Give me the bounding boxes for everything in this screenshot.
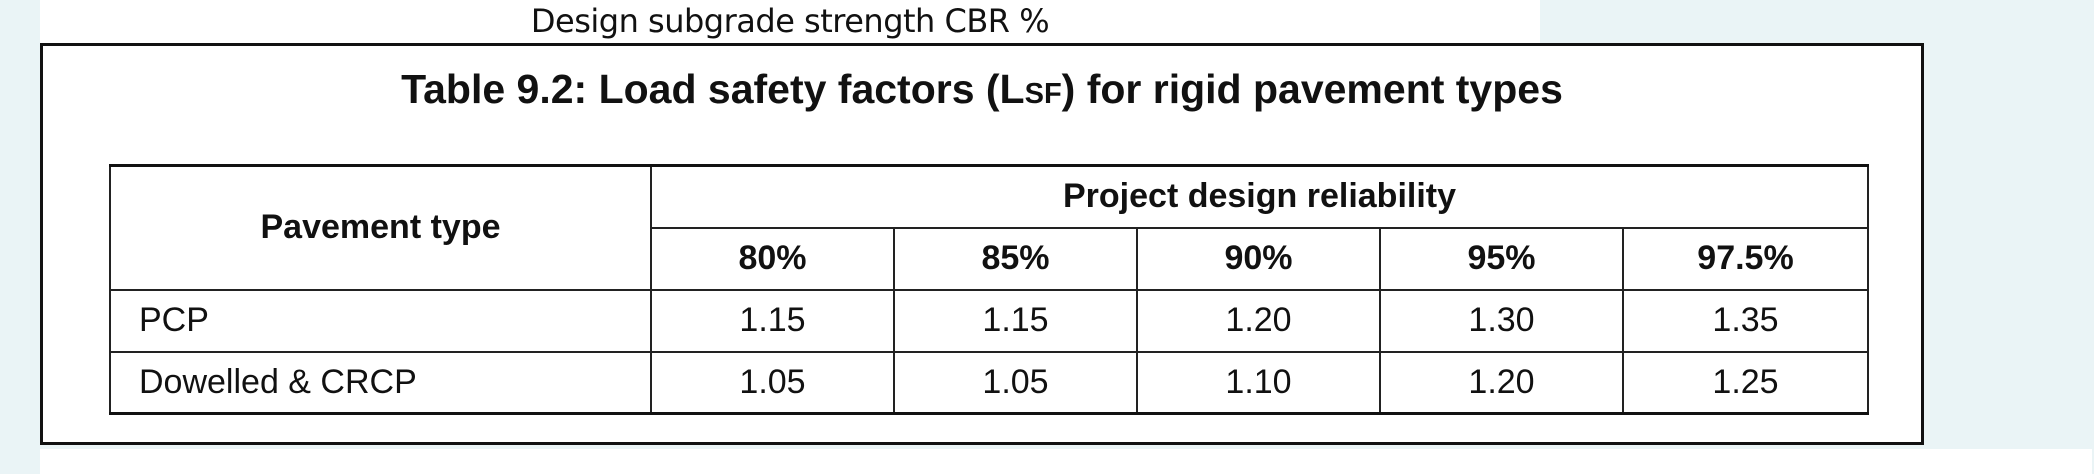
caption-subscript: SF xyxy=(1024,78,1062,110)
pavement-type-cell: PCP xyxy=(109,288,652,353)
table-cell: 1.10 xyxy=(1136,350,1381,415)
table-row: PCP 1.15 1.15 1.20 1.30 1.35 xyxy=(109,288,1870,353)
column-header: 80% xyxy=(650,226,895,291)
column-header: 97.5% xyxy=(1621,226,1870,291)
pavement-type-header: Pavement type xyxy=(109,164,652,291)
load-safety-factors-table: Pavement type Project design reliability… xyxy=(109,164,1870,415)
table-cell: 1.05 xyxy=(893,350,1138,415)
table-cell: 1.15 xyxy=(893,288,1138,353)
table-cell: 1.20 xyxy=(1136,288,1381,353)
table-frame: Table 9.2: Load safety factors (LSF) for… xyxy=(40,43,1924,445)
table-cell: 1.05 xyxy=(650,350,895,415)
table-cell: 1.25 xyxy=(1621,350,1870,415)
table-cell: 1.15 xyxy=(650,288,895,353)
top-background-strip xyxy=(40,0,1540,44)
table-caption: Table 9.2: Load safety factors (LSF) for… xyxy=(43,66,1921,113)
column-header: 90% xyxy=(1136,226,1381,291)
column-header: 85% xyxy=(893,226,1138,291)
caption-prefix: Table 9.2: Load safety factors (L xyxy=(401,66,1025,112)
table-row: Dowelled & CRCP 1.05 1.05 1.10 1.20 1.25 xyxy=(109,350,1870,415)
bottom-background-strip xyxy=(40,449,2092,474)
pavement-type-cell: Dowelled & CRCP xyxy=(109,350,652,415)
table-cell: 1.20 xyxy=(1379,350,1624,415)
caption-suffix: ) for rigid pavement types xyxy=(1061,66,1563,112)
reliability-columns-row: 80% 85% 90% 95% 97.5% xyxy=(110,226,1870,291)
table-cell: 1.35 xyxy=(1621,288,1870,353)
table-cell: 1.30 xyxy=(1379,288,1624,353)
table-header-row: Pavement type Project design reliability xyxy=(109,164,1870,291)
partial-heading: Design subgrade strength CBR % xyxy=(530,2,1050,40)
reliability-group-header: Project design reliability xyxy=(649,164,1870,229)
column-header: 95% xyxy=(1379,226,1624,291)
